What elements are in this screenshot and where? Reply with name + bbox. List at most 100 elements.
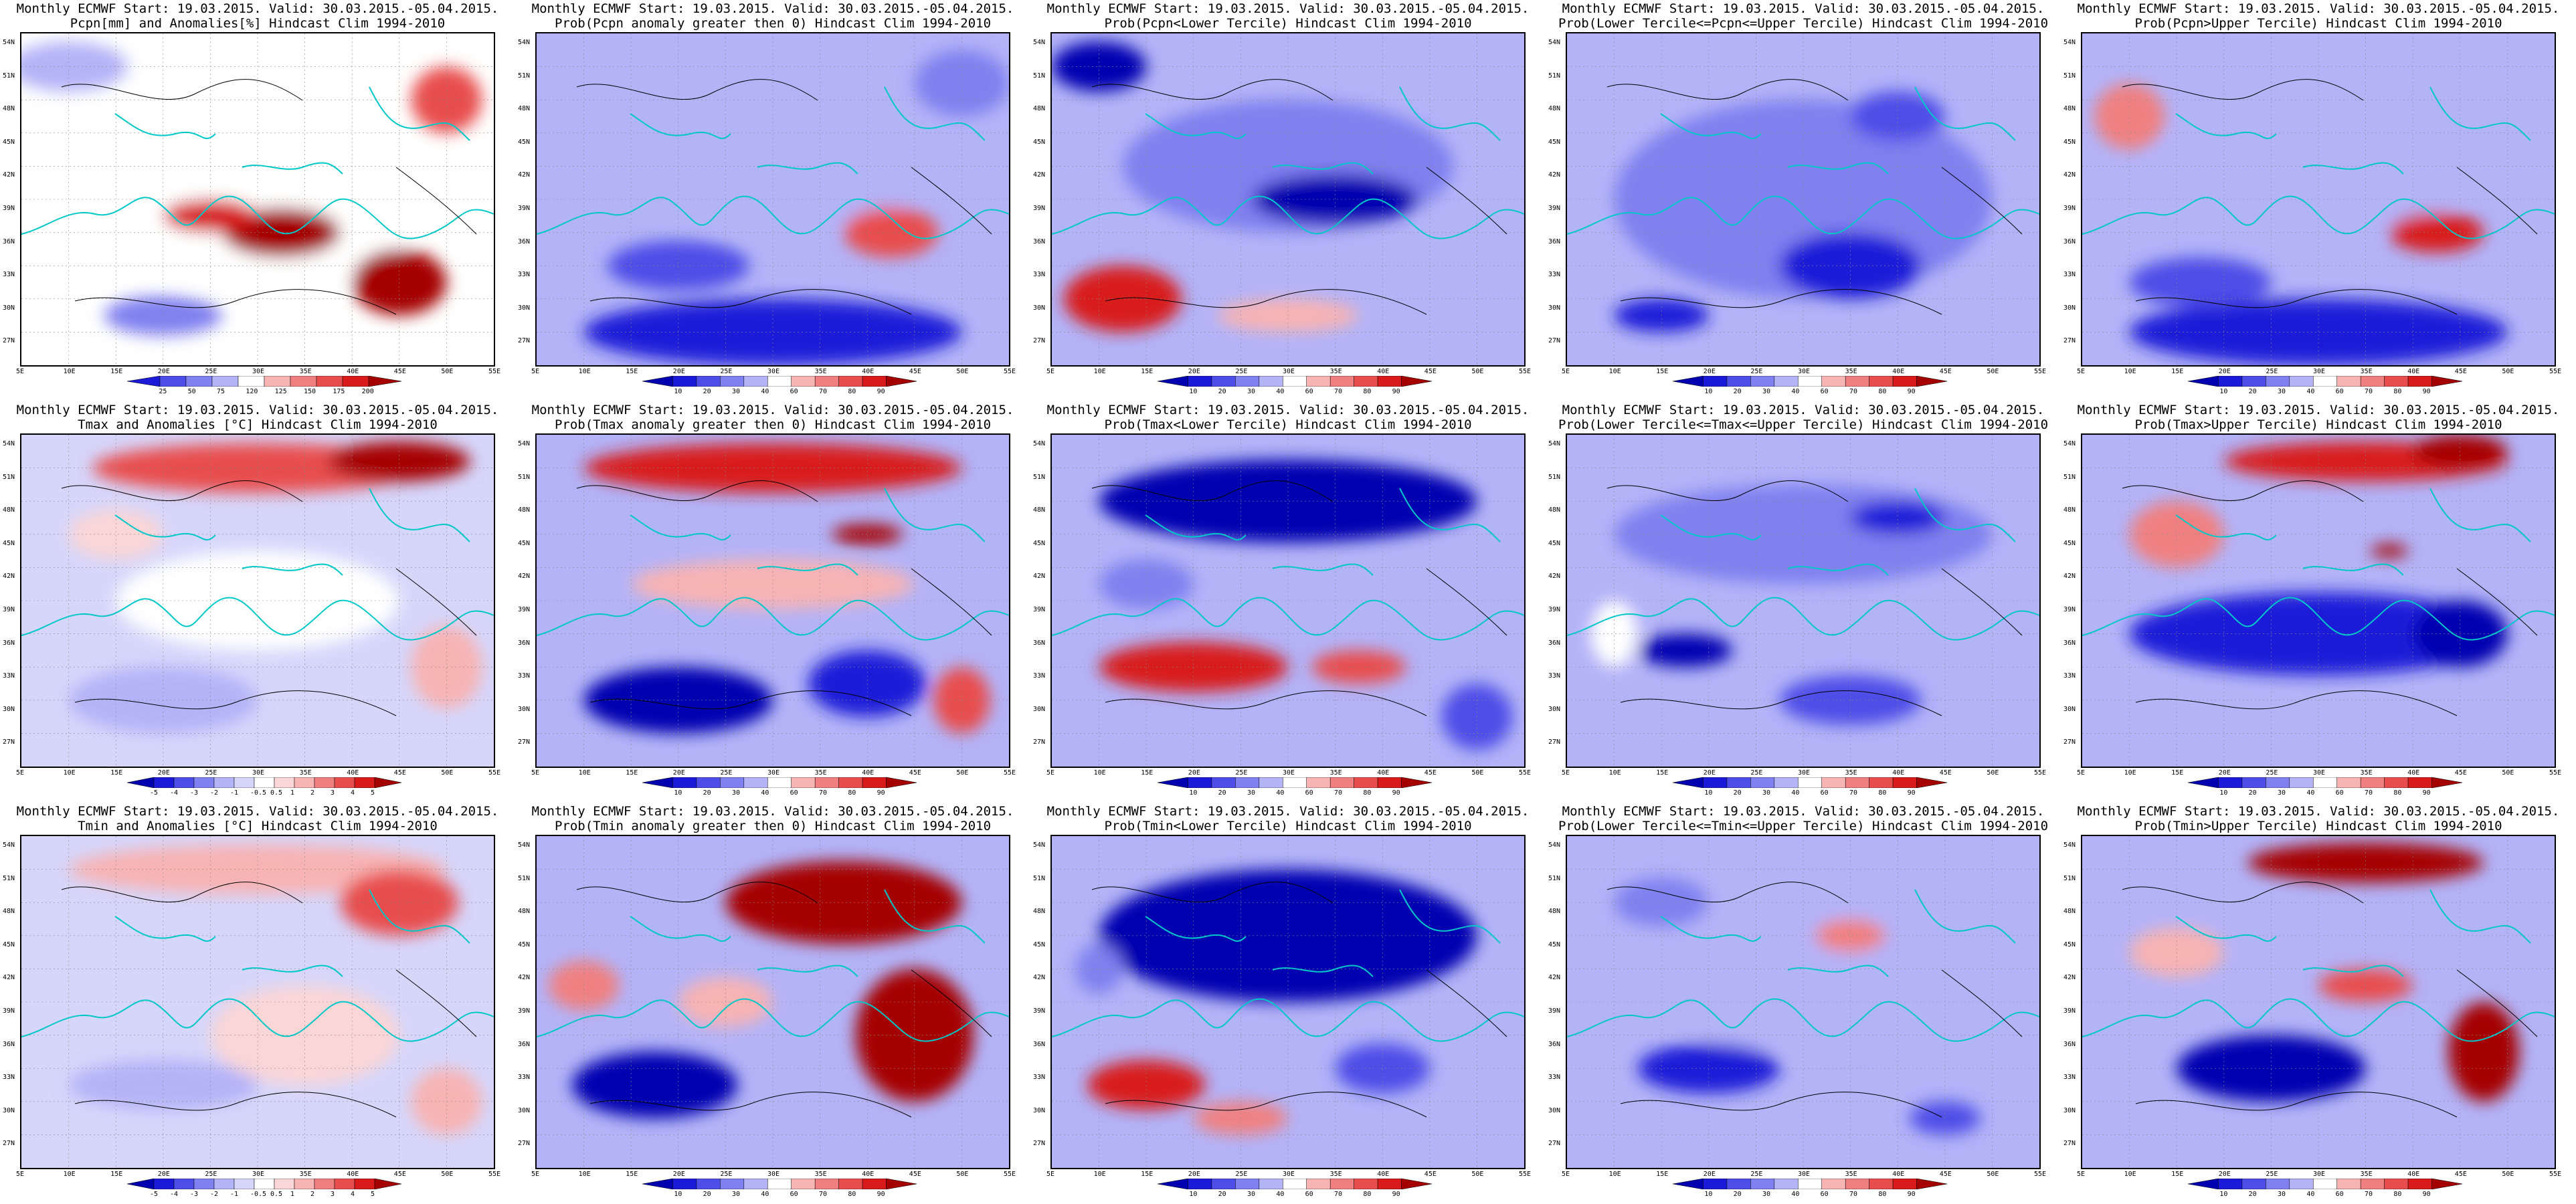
colorbar-tick-label: 20 bbox=[1218, 388, 1226, 395]
colorbar-segment bbox=[1306, 777, 1331, 788]
coastline bbox=[2082, 86, 2555, 239]
latitude-label: 27N bbox=[518, 337, 531, 345]
latitude-label: 51N bbox=[2063, 874, 2076, 882]
forecast-map bbox=[1050, 835, 1526, 1169]
colorbar-segment bbox=[2407, 777, 2432, 788]
panel-title-line1: Monthly ECMWF Start: 19.03.2015. Valid: … bbox=[2077, 1, 2560, 16]
latitude-label: 51N bbox=[2063, 72, 2076, 80]
longitude-label: 40E bbox=[2407, 368, 2420, 375]
colorbar-tick-label: -0.5 bbox=[250, 1191, 267, 1198]
panel-title-line2: Prob(Pcpn>Upper Tercile) Hindcast Clim 1… bbox=[2134, 16, 2502, 31]
colorbar-segment bbox=[2289, 376, 2314, 387]
colorbar-tick-label: 70 bbox=[2365, 789, 2373, 797]
longitude-label: 50E bbox=[441, 368, 454, 375]
colorbar-tick-label: 80 bbox=[2393, 789, 2402, 797]
colorbar-tick-label: 80 bbox=[1878, 1191, 1887, 1198]
map-panel-tmin-up: Monthly ECMWF Start: 19.03.2015. Valid: … bbox=[2061, 803, 2576, 1204]
colorbar-tick-label: 40 bbox=[1791, 1191, 1800, 1198]
panel-title-line1: Monthly ECMWF Start: 19.03.2015. Valid: … bbox=[2077, 403, 2560, 417]
colorbar-segment bbox=[720, 777, 745, 788]
colorbar-tick-label: 10 bbox=[1704, 1191, 1713, 1198]
latitude-label: 33N bbox=[1033, 672, 1046, 680]
colorbar-segment bbox=[354, 1179, 375, 1189]
field-region bbox=[2129, 501, 2224, 568]
longitude-label: 45E bbox=[909, 1171, 921, 1178]
longitude-label: 20E bbox=[157, 1171, 170, 1178]
latitude-label: 48N bbox=[1033, 105, 1046, 113]
colorbar-tick-label: 80 bbox=[1363, 388, 1372, 395]
latitude-label: 54N bbox=[1548, 39, 1561, 46]
longitude-label: 5E bbox=[16, 1171, 25, 1178]
colorbar-segment bbox=[743, 777, 768, 788]
panel-title-line2: Prob(Tmin<Lower Tercile) Hindcast Clim 1… bbox=[1104, 819, 1472, 833]
colorbar-segment bbox=[1329, 376, 1354, 387]
colorbar-segment bbox=[1774, 777, 1799, 788]
colorbar bbox=[127, 1179, 401, 1189]
coastline bbox=[21, 86, 494, 239]
latitude-label: 39N bbox=[518, 205, 531, 212]
colorbar-segment bbox=[1869, 376, 1894, 387]
colorbar-tick-label: 40 bbox=[1791, 789, 1800, 797]
colorbar-tick-label: 40 bbox=[761, 789, 769, 797]
latitude-label: 33N bbox=[518, 1074, 531, 1082]
colorbar-segment bbox=[1673, 376, 1704, 387]
coastline bbox=[21, 889, 494, 1042]
colorbar-tick-label: 80 bbox=[1363, 789, 1372, 797]
colorbar-segment bbox=[1283, 777, 1307, 788]
latitude-label: 42N bbox=[518, 974, 531, 982]
longitude-label: 25E bbox=[720, 769, 733, 777]
colorbar-segment bbox=[2218, 1179, 2243, 1189]
colorbar-segment bbox=[1673, 1179, 1704, 1189]
colorbar-tick-label: 60 bbox=[1820, 789, 1829, 797]
field-region bbox=[2129, 257, 2272, 308]
colorbar-segment bbox=[342, 376, 369, 387]
field-region bbox=[210, 985, 399, 1085]
latitude-label: 51N bbox=[3, 874, 15, 882]
field-region bbox=[1590, 601, 1638, 668]
longitude-label: 10E bbox=[2124, 368, 2136, 375]
colorbar-tick-label: 60 bbox=[790, 388, 798, 395]
colorbar-tick-label: 80 bbox=[848, 789, 856, 797]
latitude-label: 54N bbox=[518, 841, 531, 849]
colorbar-segment bbox=[1821, 376, 1846, 387]
longitude-label: 30E bbox=[1283, 1171, 1295, 1178]
latitude-label: 45N bbox=[1033, 539, 1046, 547]
colorbar-segment bbox=[2360, 376, 2385, 387]
colorbar-segment bbox=[1377, 777, 1402, 788]
colorbar-tick-label: -0.5 bbox=[250, 789, 267, 797]
colorbar-tick-label: -5 bbox=[150, 1191, 159, 1198]
longitude-label: 55E bbox=[2034, 368, 2047, 375]
panel-title-line2: Prob(Lower Tercile<=Tmin<=Upper Tercile)… bbox=[1558, 819, 2049, 833]
longitude-label: 5E bbox=[531, 1171, 540, 1178]
panel-title-line2: Tmin and Anomalies [°C] Hindcast Clim 19… bbox=[78, 819, 438, 833]
longitude-label: 20E bbox=[157, 368, 170, 375]
latitude-label: 54N bbox=[3, 440, 15, 447]
map-panel-tmin-pos: Monthly ECMWF Start: 19.03.2015. Valid: … bbox=[515, 803, 1030, 1204]
latitude-label: 33N bbox=[2063, 672, 2076, 680]
longitude-label: 40E bbox=[862, 368, 875, 375]
colorbar-segment bbox=[2336, 1179, 2361, 1189]
colorbar-tick-label: 60 bbox=[1820, 388, 1829, 395]
map-panel-pcpn-anom: Monthly ECMWF Start: 19.03.2015. Valid: … bbox=[0, 0, 515, 401]
latitude-label: 36N bbox=[518, 237, 531, 245]
panel-title-line1: Monthly ECMWF Start: 19.03.2015. Valid: … bbox=[1562, 804, 2045, 819]
longitude-label: 5E bbox=[531, 769, 540, 777]
forecast-map bbox=[535, 32, 1010, 367]
longitude-label: 10E bbox=[63, 368, 76, 375]
latitude-label: 45N bbox=[518, 138, 531, 146]
colorbar-segment bbox=[2431, 777, 2462, 788]
panel-title-line2: Prob(Pcpn anomaly greater then 0) Hindca… bbox=[554, 16, 992, 31]
longitude-label: 20E bbox=[672, 769, 685, 777]
colorbar-segment bbox=[193, 1179, 215, 1189]
longitude-label: 10E bbox=[63, 769, 76, 777]
colorbar-tick-label: 10 bbox=[674, 1191, 682, 1198]
longitude-label: 15E bbox=[1141, 368, 1154, 375]
longitude-label: 5E bbox=[16, 769, 25, 777]
colorbar-tick-label: 80 bbox=[1878, 388, 1887, 395]
latitude-label: 51N bbox=[1548, 473, 1561, 481]
longitude-label: 45E bbox=[1939, 769, 1952, 777]
coastline bbox=[1567, 889, 2039, 1042]
colorbar-tick-label: 70 bbox=[819, 388, 828, 395]
colorbar-segment bbox=[127, 777, 155, 788]
longitude-label: 15E bbox=[1141, 1171, 1154, 1178]
